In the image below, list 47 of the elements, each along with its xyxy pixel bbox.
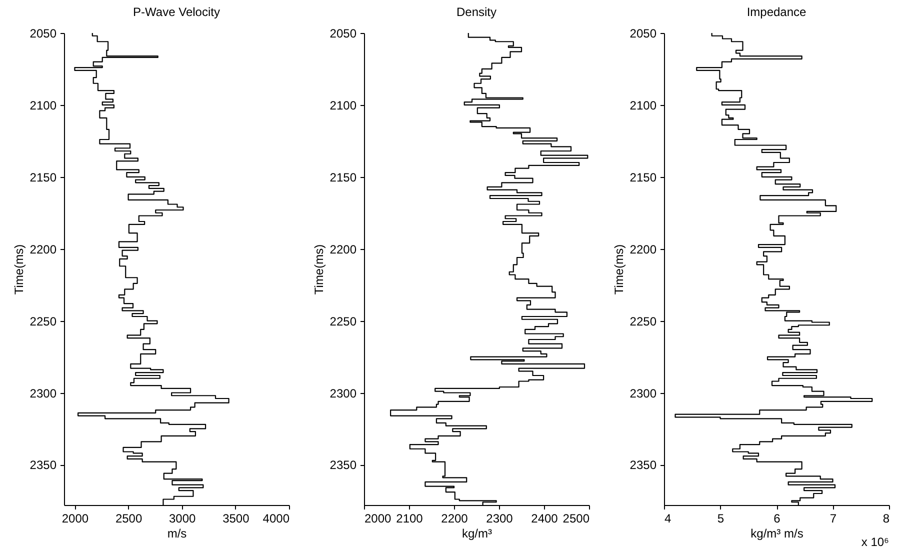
x-tick-label: 2200: [441, 512, 468, 526]
y-tick-label: 2350: [330, 458, 357, 472]
x-tick-label: 4: [664, 512, 672, 526]
chart-title: Impedance: [746, 5, 807, 19]
x-axis-title: kg/m³ m/s: [750, 526, 804, 540]
y-tick-label: 2150: [330, 170, 357, 184]
x-tick-label: 2000: [364, 512, 392, 526]
y-tick-label: 2050: [630, 26, 657, 40]
x-tick-label: 2400: [531, 512, 558, 526]
y-tick-label: 2050: [30, 26, 57, 40]
y-tick-label: 2250: [330, 314, 357, 328]
y-tick-label: 2200: [30, 242, 57, 256]
x-axis-title: kg/m³: [462, 526, 492, 540]
x-axis-title: m/s: [167, 526, 187, 540]
x-tick-label: 2100: [396, 512, 424, 526]
y-tick-label: 2150: [30, 170, 57, 184]
y-tick-label: 2150: [630, 170, 657, 184]
y-axis-title: Time(ms): [12, 244, 26, 295]
y-tick-label: 2300: [330, 386, 357, 400]
x-tick-label: 2500: [115, 512, 142, 526]
x-tick-label: 2500: [562, 512, 590, 526]
y-tick-label: 2100: [30, 98, 57, 112]
y-tick-label: 2350: [630, 458, 657, 472]
chart-title: Density: [456, 5, 497, 19]
y-tick-label: 2250: [630, 314, 657, 328]
y-tick-label: 2350: [30, 458, 57, 472]
y-axis-title: Time(ms): [612, 244, 626, 295]
y-tick-label: 2300: [30, 386, 57, 400]
chart-title: P-Wave Velocity: [133, 5, 220, 19]
x-tick-label: 6: [774, 512, 781, 526]
y-tick-label: 2300: [630, 386, 657, 400]
y-tick-label: 2200: [330, 242, 357, 256]
x-tick-label: 8: [882, 512, 890, 526]
x-tick-label: 3500: [222, 512, 250, 526]
x-tick-label: 5: [717, 512, 724, 526]
x-tick-label: 2300: [486, 512, 514, 526]
text: x 10⁶: [861, 535, 890, 549]
y-tick-label: 2250: [30, 314, 57, 328]
y-axis-title: Time(ms): [312, 244, 326, 295]
y-tick-label: 2200: [630, 242, 657, 256]
y-tick-label: 2050: [330, 26, 357, 40]
x-tick-label: 2000: [62, 512, 89, 526]
x-tick-label: 3000: [169, 512, 196, 526]
x-tick-label: 4000: [262, 512, 290, 526]
y-tick-label: 2100: [630, 98, 657, 112]
x-tick-label: 7: [830, 512, 837, 526]
y-tick-label: 2100: [330, 98, 357, 112]
